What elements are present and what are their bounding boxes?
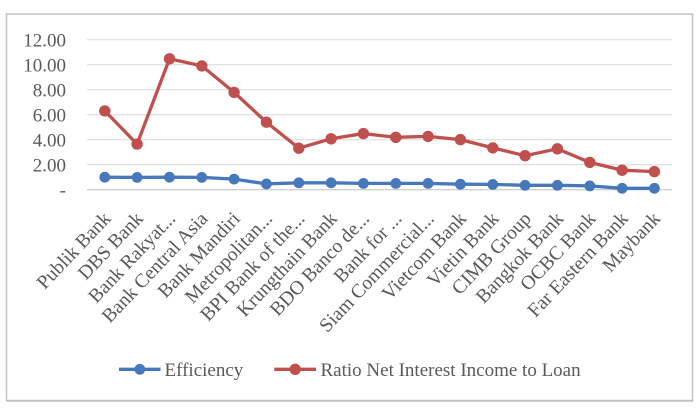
svg-text:2.00: 2.00 <box>33 155 66 176</box>
svg-text:Ratio Net Interest Income to L: Ratio Net Interest Income to Loan <box>321 360 582 381</box>
svg-text:8.00: 8.00 <box>33 80 66 101</box>
svg-text:12.00: 12.00 <box>23 30 66 51</box>
svg-text:6.00: 6.00 <box>33 105 66 126</box>
svg-text:-: - <box>60 180 66 201</box>
svg-text:4.00: 4.00 <box>33 130 66 151</box>
svg-text:10.00: 10.00 <box>23 55 66 76</box>
svg-text:Efficiency: Efficiency <box>165 360 244 381</box>
